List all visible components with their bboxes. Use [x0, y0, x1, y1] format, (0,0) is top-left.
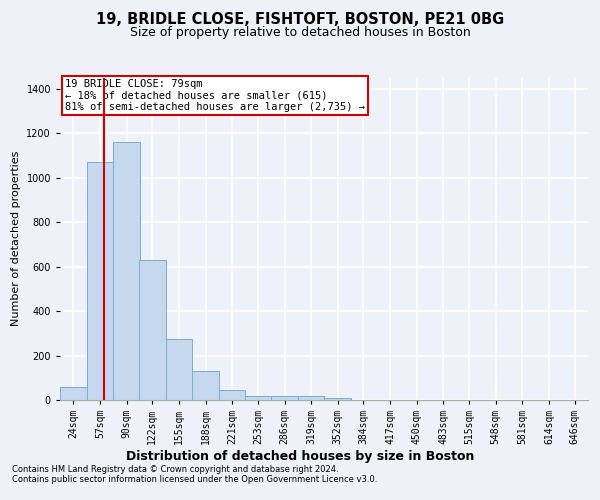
Text: Distribution of detached houses by size in Boston: Distribution of detached houses by size … [126, 450, 474, 463]
Bar [298, 396, 325, 400]
Bar [325, 398, 351, 400]
Text: Contains HM Land Registry data © Crown copyright and database right 2024.: Contains HM Land Registry data © Crown c… [12, 466, 338, 474]
Text: 19 BRIDLE CLOSE: 79sqm
← 18% of detached houses are smaller (615)
81% of semi-de: 19 BRIDLE CLOSE: 79sqm ← 18% of detached… [65, 79, 365, 112]
Bar [192, 371, 219, 400]
Bar [219, 390, 245, 400]
Bar [139, 260, 166, 400]
Bar [113, 142, 140, 400]
Text: Contains public sector information licensed under the Open Government Licence v3: Contains public sector information licen… [12, 476, 377, 484]
Bar [60, 386, 86, 400]
Bar [166, 339, 192, 400]
Text: Size of property relative to detached houses in Boston: Size of property relative to detached ho… [130, 26, 470, 39]
Text: 19, BRIDLE CLOSE, FISHTOFT, BOSTON, PE21 0BG: 19, BRIDLE CLOSE, FISHTOFT, BOSTON, PE21… [96, 12, 504, 28]
Bar [245, 396, 271, 400]
Bar [271, 396, 298, 400]
Y-axis label: Number of detached properties: Number of detached properties [11, 151, 21, 326]
Bar [86, 162, 113, 400]
